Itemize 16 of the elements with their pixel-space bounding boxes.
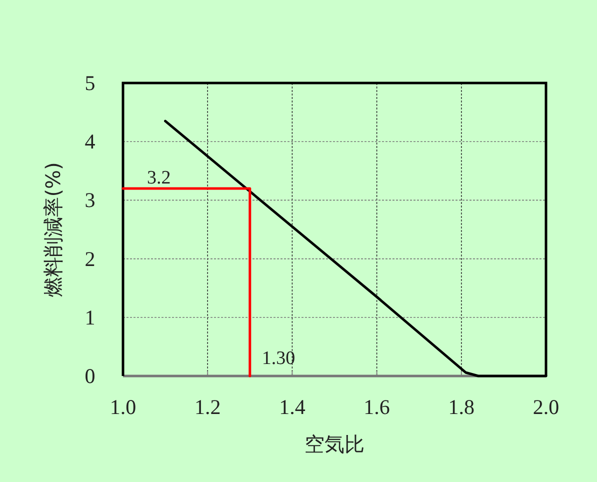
y-tick-label: 2 (84, 246, 96, 271)
y-tick-label: 5 (84, 71, 96, 95)
annotation: 1.30 (262, 348, 296, 369)
y-tick-label: 0 (84, 364, 96, 388)
x-tick-label: 1.2 (194, 395, 221, 419)
x-axis-title: 空気比 (304, 432, 364, 456)
x-tick-label: 1.6 (364, 395, 390, 419)
annotation: 3.2 (147, 167, 171, 188)
y-axis-title: 燃料削減率(%) (41, 162, 65, 297)
x-tick-label: 1.8 (448, 395, 475, 419)
y-tick-label: 3 (84, 188, 96, 212)
y-tick-label: 4 (84, 130, 96, 154)
x-tick-label: 2.0 (532, 395, 560, 419)
y-tick-label: 1 (84, 305, 96, 330)
x-tick-label: 1.4 (279, 395, 306, 419)
x-tick-label: 1.0 (110, 395, 136, 419)
